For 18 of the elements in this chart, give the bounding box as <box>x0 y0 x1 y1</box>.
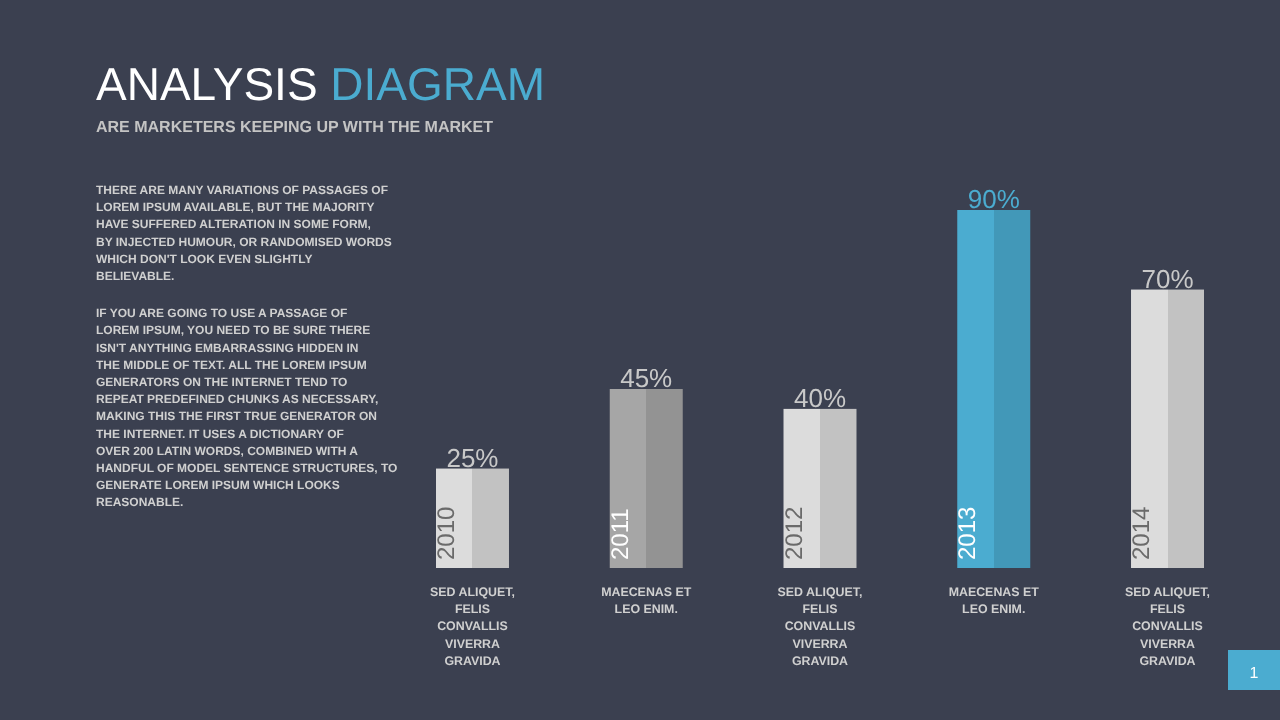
bar <box>1131 289 1204 568</box>
chart-subtitle: ARE MARKETERS KEEPING UP WITH THE MARKET <box>96 118 494 136</box>
chart-title: ANALYSIS DIAGRAM <box>96 58 546 110</box>
bar <box>609 389 683 568</box>
x-tick-label: 2012 <box>779 505 808 560</box>
data-label: 90% <box>967 184 1021 214</box>
data-label: 25% <box>446 442 500 473</box>
bar <box>957 210 1031 568</box>
bar <box>783 408 857 568</box>
x-tick-label: 2013 <box>953 505 982 560</box>
x-tick-label: 2011 <box>605 507 634 560</box>
data-label: 70% <box>1141 263 1195 294</box>
data-label: 45% <box>620 363 674 393</box>
x-tick-label: 2014 <box>1127 505 1156 560</box>
text: 1 <box>1249 664 1260 682</box>
bar <box>436 468 509 568</box>
x-tick-label: 2010 <box>432 505 460 560</box>
data-label: 40% <box>793 382 847 413</box>
